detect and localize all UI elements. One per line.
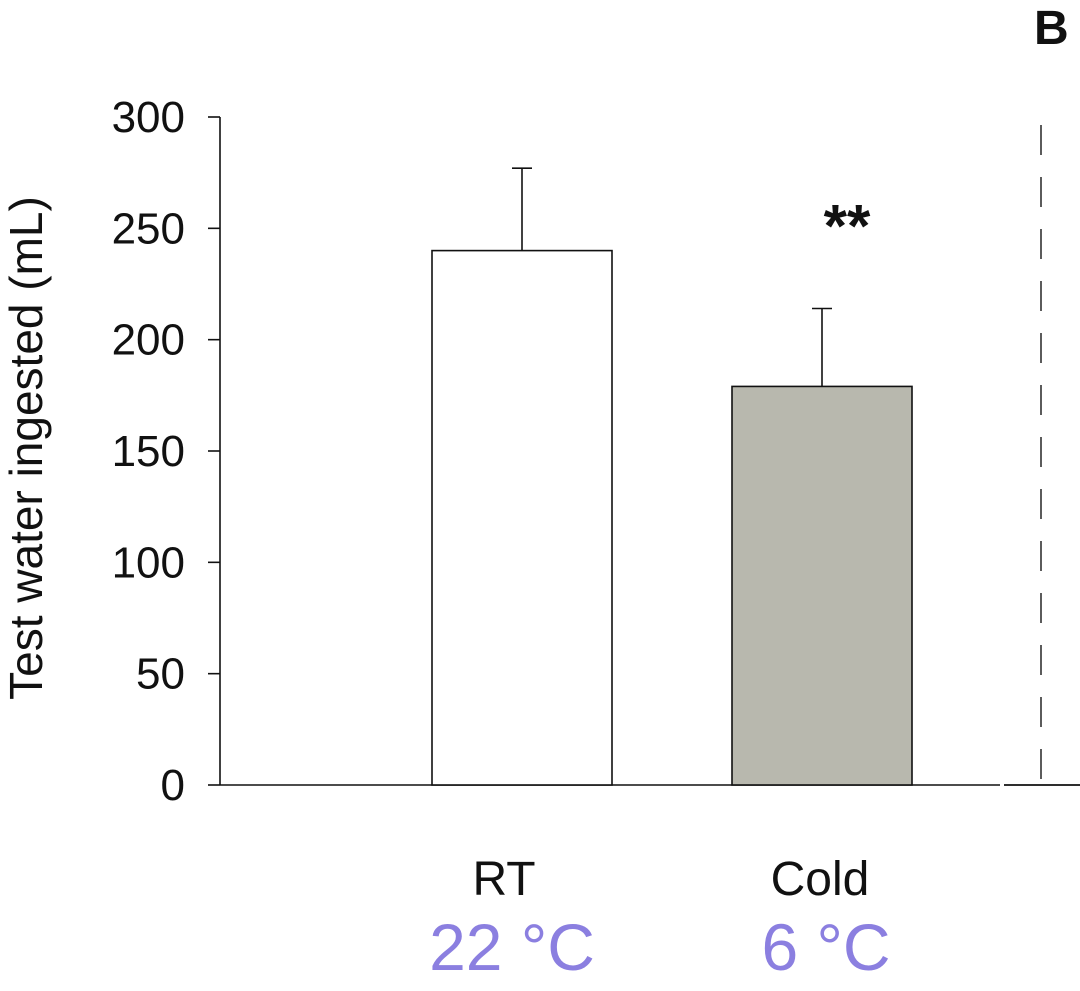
panel-letter: B [1034, 2, 1069, 55]
y-tick-label: 300 [112, 93, 185, 142]
y-axis-title: Test water ingested (mL) [0, 196, 52, 700]
temperature-label: 6 °C [761, 910, 890, 984]
y-tick-label: 250 [112, 204, 185, 253]
y-tick-label: 150 [112, 427, 185, 476]
temperature-label: 22 °C [429, 910, 595, 984]
bars-group: ** [431, 167, 913, 786]
y-tick-label: 50 [136, 650, 185, 699]
x-category-label: Cold [771, 853, 870, 906]
y-ticks-group: 0 50 100 150 200 250 300 [112, 93, 220, 810]
y-tick-label: 0 [161, 761, 185, 810]
x-category-label: RT [472, 853, 535, 906]
y-tick-label: 200 [112, 316, 185, 365]
significance-marker: ** [824, 192, 871, 259]
bar-rt [431, 249, 613, 786]
bar-cold [731, 385, 913, 786]
y-tick-label: 100 [112, 538, 185, 587]
